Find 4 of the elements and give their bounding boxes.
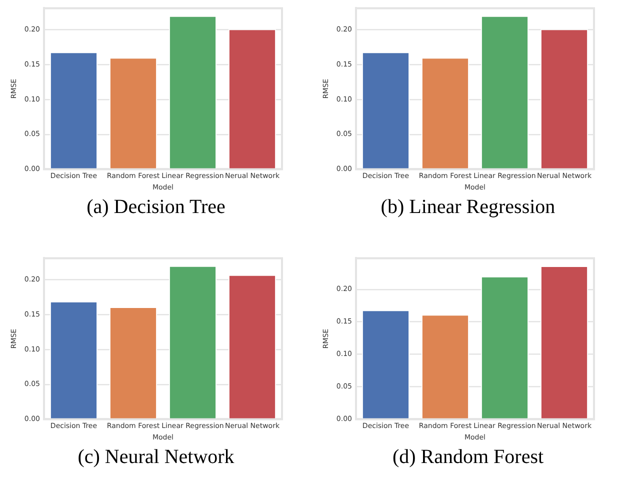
text: (a) Decision Tree <box>86 196 226 219</box>
text: (c) Neural Network <box>76 446 236 469</box>
text: (b) Linear Regression <box>380 196 556 219</box>
text: (d) Random Forest <box>391 446 545 469</box>
